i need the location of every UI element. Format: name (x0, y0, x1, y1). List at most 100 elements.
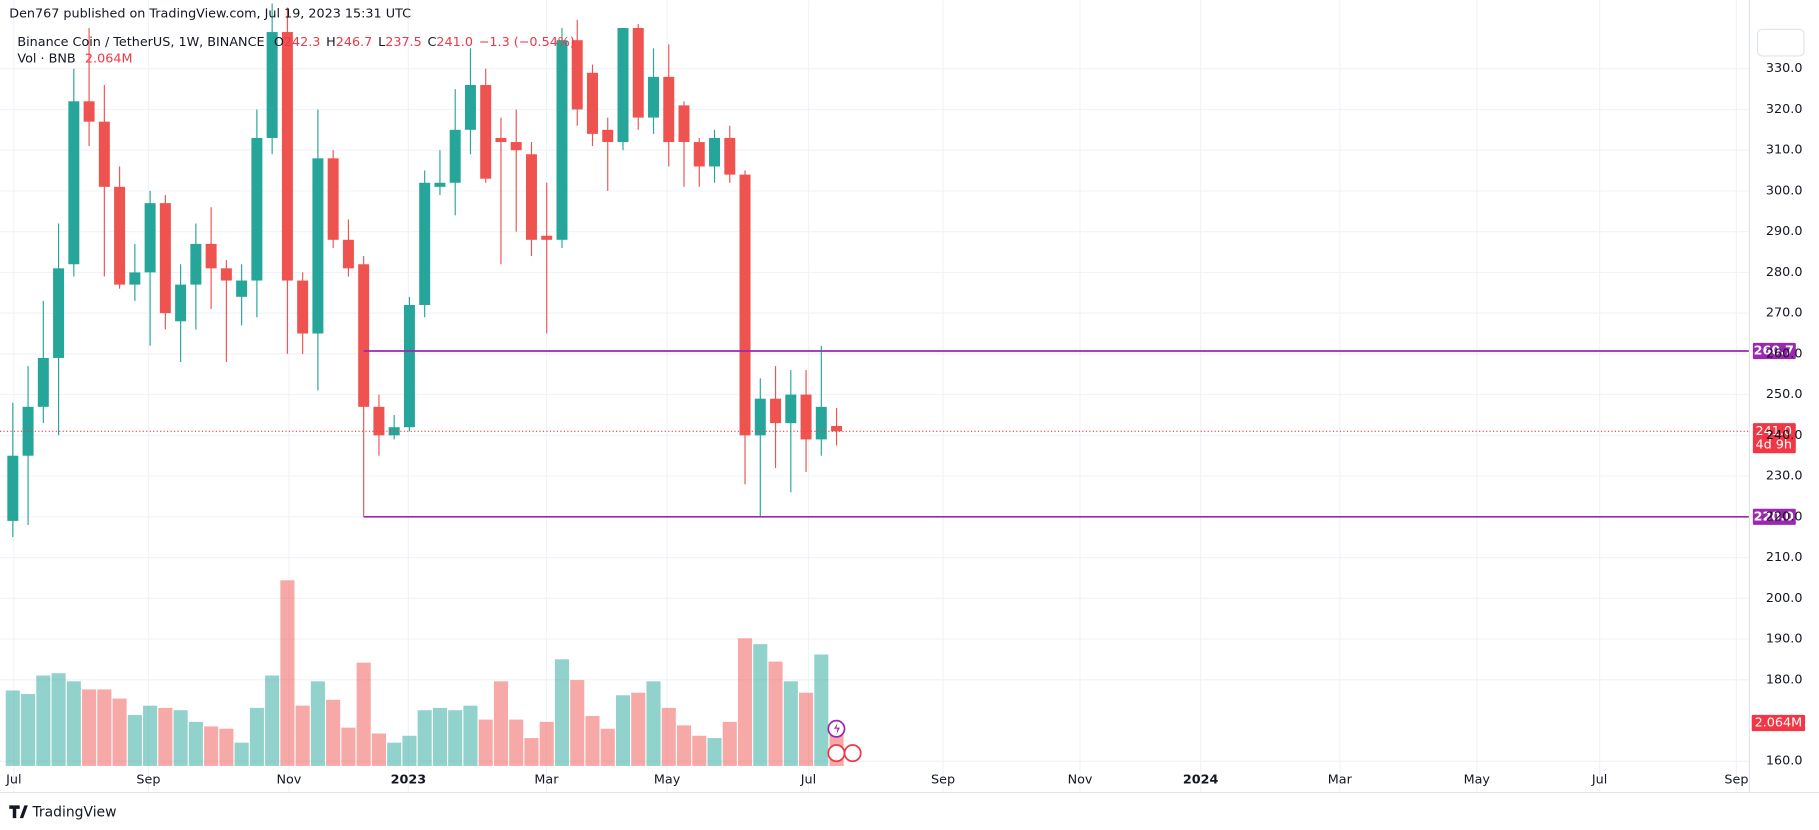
ohlc-value: 237.5 (385, 35, 422, 50)
candle-body (571, 40, 583, 110)
candle-body (266, 32, 278, 138)
candle-body (342, 239, 354, 269)
level-tag-label: 260.7 (1754, 344, 1794, 359)
candle-body (663, 76, 675, 143)
candle-body (175, 284, 187, 322)
volume-bar (509, 719, 524, 766)
volume-bar (631, 692, 646, 766)
x-tick-label: May (654, 772, 681, 787)
candle-body (678, 105, 690, 143)
volume-bar (295, 705, 310, 766)
volume-bar (615, 695, 631, 766)
volume-bar (554, 659, 570, 766)
volume-bar (387, 742, 402, 766)
x-tick-label: Mar (534, 772, 559, 787)
candle-body (815, 406, 827, 440)
ohlc-value: 246.7 (336, 35, 373, 50)
candle-body (419, 182, 431, 305)
candle-body (68, 101, 80, 265)
volume-bar (524, 738, 539, 766)
volume-bar (676, 725, 692, 766)
volume-bar (753, 644, 768, 766)
candle-body (281, 32, 293, 281)
x-tick-label: Jul (1591, 772, 1607, 787)
volume-bar (539, 721, 554, 766)
volume-bar (249, 707, 264, 766)
candle-body (602, 129, 614, 143)
candle-body (53, 268, 65, 358)
candle-body (449, 129, 461, 183)
candle-body (403, 304, 415, 428)
volume-bar (143, 705, 158, 766)
y-tick-label: 320.0 (1766, 102, 1803, 117)
candle-body (236, 280, 248, 297)
volume-bar (82, 689, 97, 766)
candle-body (220, 268, 232, 281)
candle-body (129, 272, 141, 285)
volume-bar (188, 721, 203, 766)
candle-body (297, 280, 309, 334)
volume-bar (402, 735, 417, 766)
volume-value: 2.064M (85, 51, 133, 66)
y-tick-label: 210.0 (1766, 550, 1803, 565)
volume-bar (814, 654, 829, 766)
volume-bar (280, 580, 295, 766)
level-tag-label: 220.0 (1754, 509, 1794, 524)
volume-bar (97, 689, 112, 766)
candle-body (373, 406, 385, 436)
ohlc-value: 241.0 (436, 35, 473, 50)
candle-body (724, 137, 736, 175)
candle-body (800, 394, 812, 440)
candle-body (556, 40, 568, 240)
y-tick-label: 200.0 (1766, 591, 1803, 606)
volume-bar (570, 680, 585, 766)
x-tick-label: Sep (931, 772, 955, 787)
candle-body (83, 101, 95, 122)
candle-body (617, 27, 629, 143)
volume-bar (204, 726, 219, 766)
candle-body (480, 85, 492, 179)
y-tick-label: 180.0 (1766, 672, 1803, 687)
level-tag (1752, 508, 1796, 525)
candle-body (251, 137, 263, 281)
last-price-tag (1752, 423, 1796, 454)
volume-bar (112, 698, 127, 766)
y-tick-label: 230.0 (1766, 469, 1803, 484)
y-tick-label: 240.0 (1766, 428, 1803, 443)
y-tick-label: 190.0 (1766, 632, 1803, 647)
ohlc-key: O (274, 35, 284, 50)
candle-body (586, 72, 598, 134)
volume-bar (127, 714, 142, 766)
volume-bar (417, 710, 432, 766)
volume-bar (310, 681, 325, 766)
ohlc-key: L (378, 35, 386, 50)
symbol-legend: Binance Coin / TetherUS, 1W, BINANCE O242… (17, 35, 575, 50)
volume-bar (585, 716, 600, 766)
countdown: 4d 9h (1756, 438, 1792, 453)
volume-bar (51, 673, 66, 766)
candle-body (98, 121, 110, 187)
candle-body (312, 158, 324, 334)
volume-bar (493, 681, 509, 766)
candle-body (785, 394, 797, 424)
volume-bar (326, 699, 341, 766)
volume-bar (341, 727, 356, 766)
symbol: Binance Coin / TetherUS, 1W, BINANCE (17, 35, 264, 50)
y-tick-label: 270.0 (1766, 306, 1803, 321)
x-tick-label: Sep (136, 772, 160, 787)
x-tick-label: 2024 (1183, 772, 1219, 787)
candle-body (510, 142, 522, 151)
x-tick-label: Mar (1328, 772, 1353, 787)
settings-button[interactable] (1756, 28, 1805, 57)
candle-body (709, 137, 721, 167)
ohlc-value: 242.3 (284, 35, 321, 50)
candle-body (525, 154, 537, 240)
volume-tag-label: 2.064M (1755, 716, 1803, 731)
y-tick-label: 310.0 (1766, 143, 1803, 158)
volume-bar (356, 662, 371, 766)
candle-body (739, 174, 751, 436)
x-tick-label: Nov (276, 772, 301, 787)
volume-bar (66, 681, 81, 766)
